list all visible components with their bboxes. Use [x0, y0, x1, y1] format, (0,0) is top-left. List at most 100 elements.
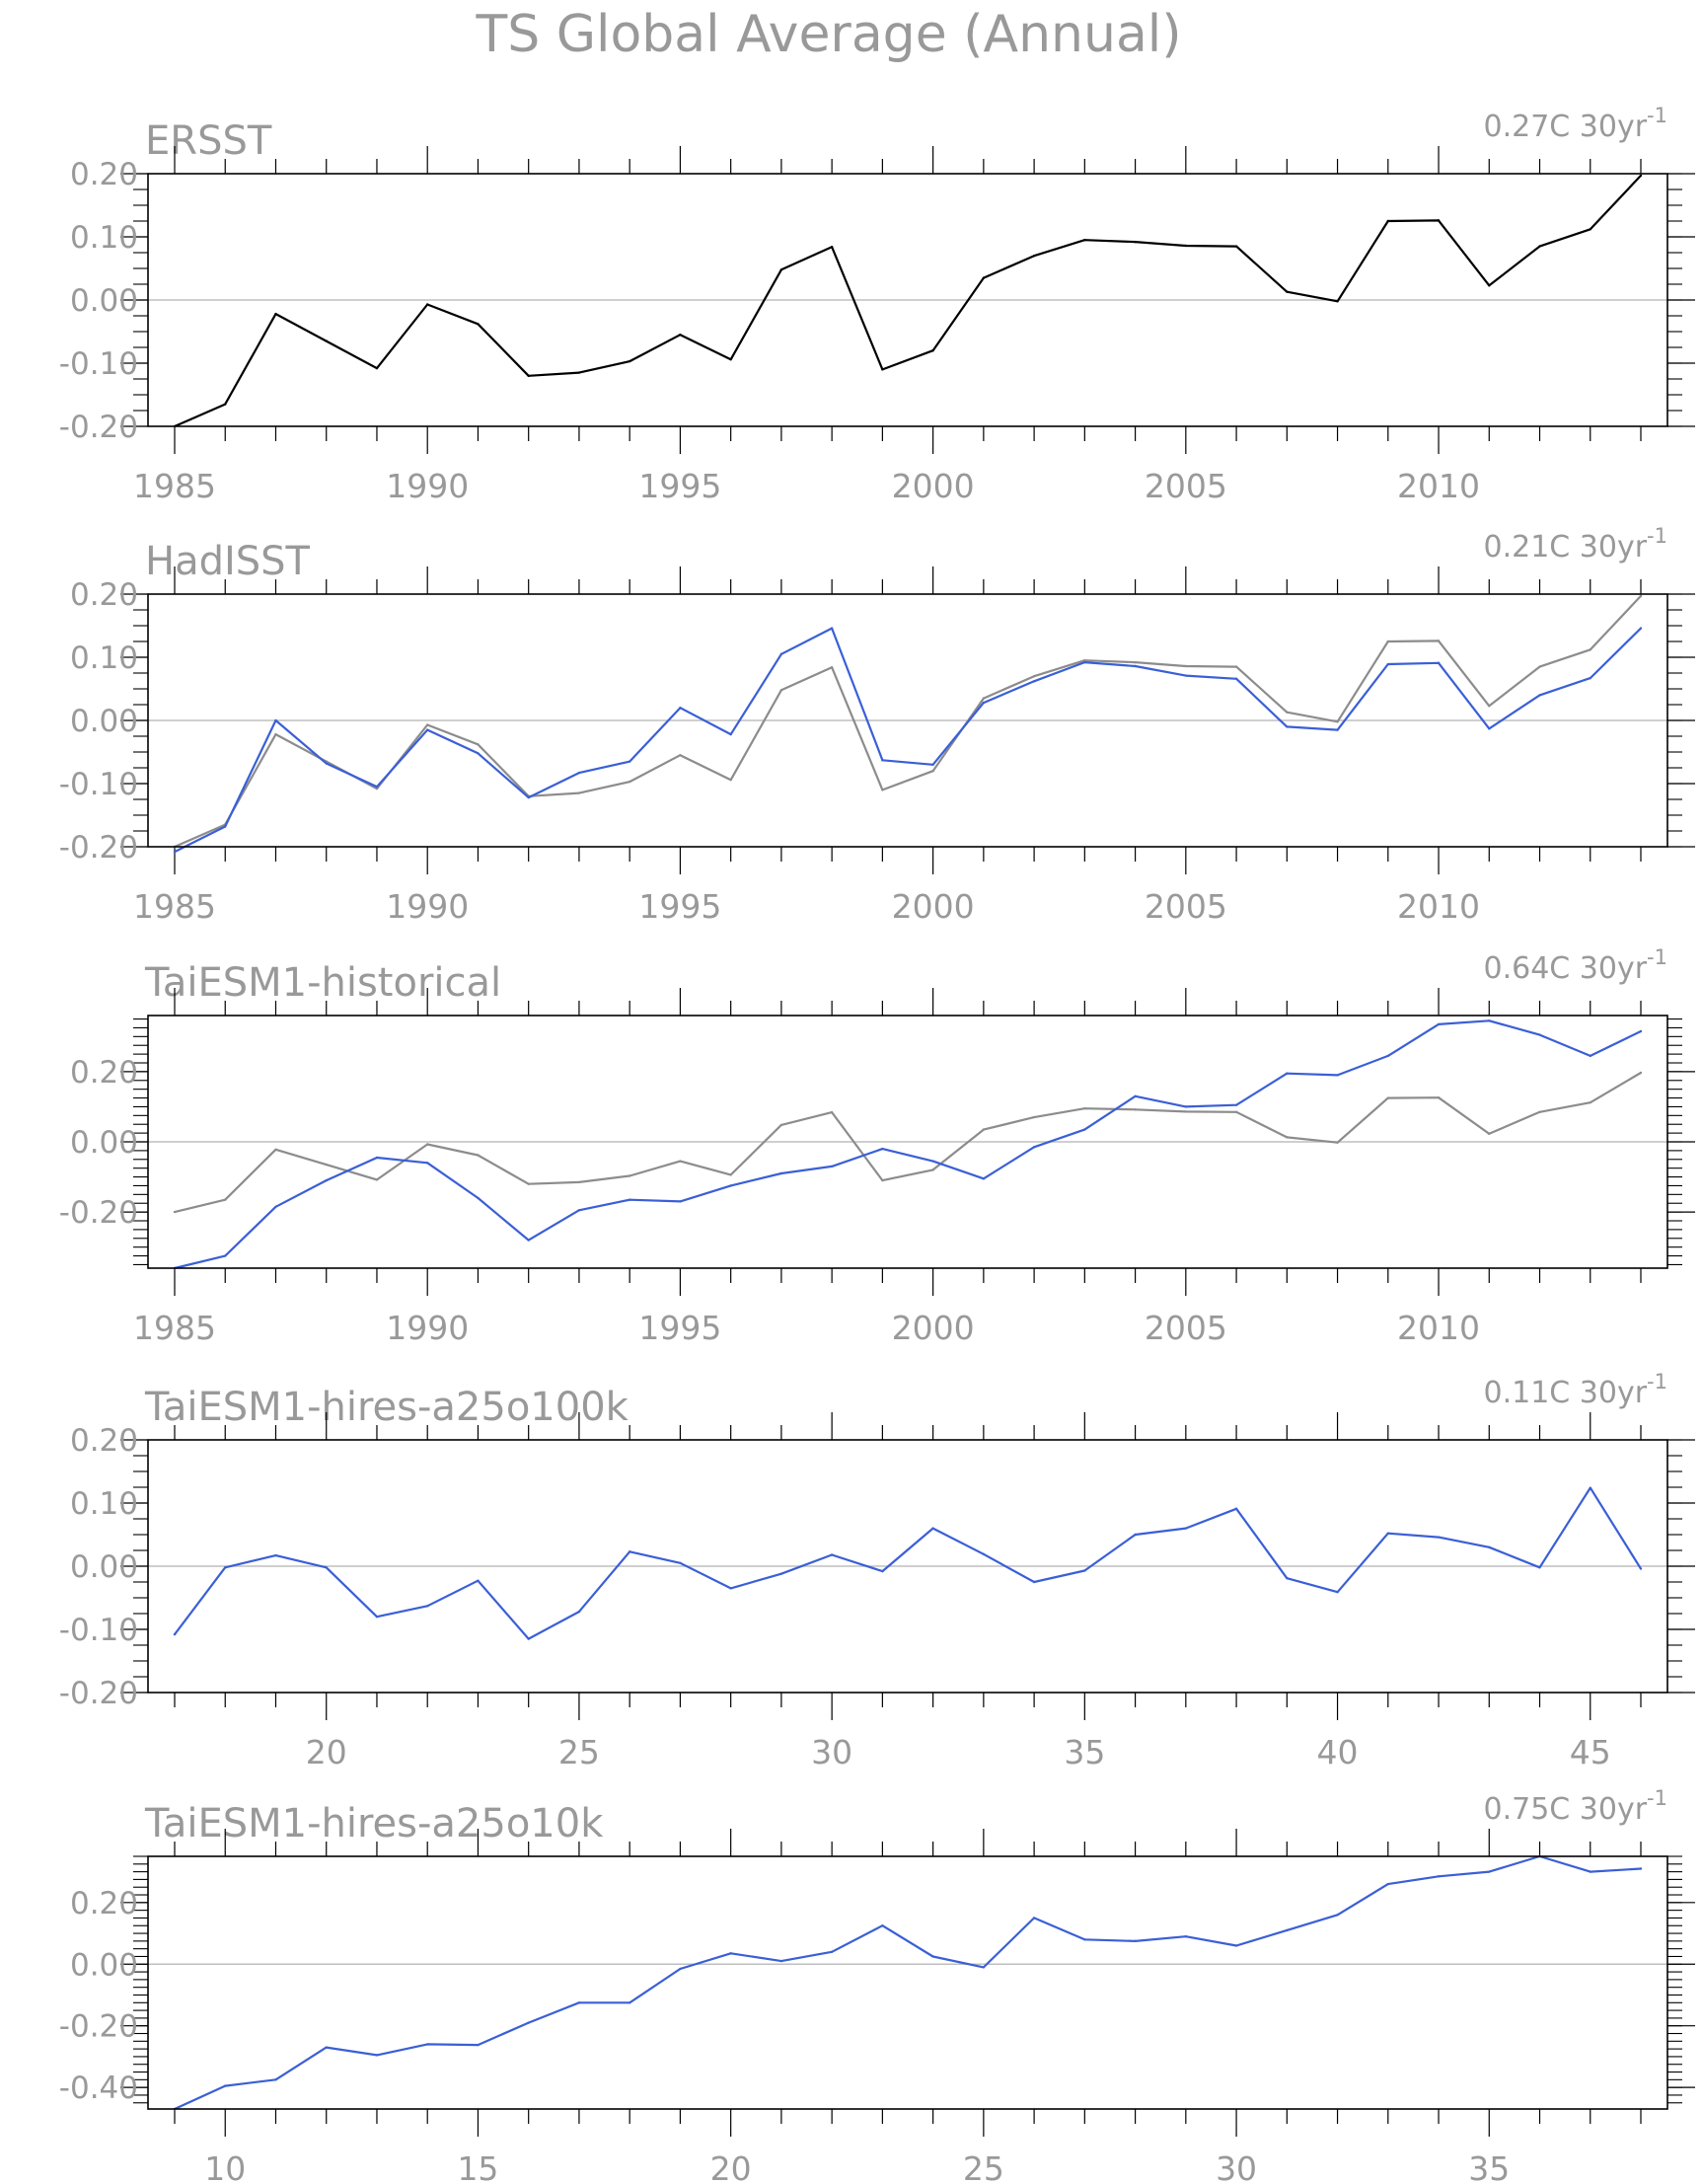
data-point	[779, 652, 783, 655]
data-point	[375, 787, 379, 791]
trend-value: 0.21C	[1484, 530, 1580, 565]
data-point	[881, 368, 884, 371]
data-point	[982, 1552, 986, 1556]
chart-panel: TaiESM1-historical 0.64C 30yr-1 1985 1990 19…	[59, 945, 1695, 1347]
data-point	[224, 1566, 227, 1569]
data-point	[982, 276, 986, 279]
figure-title: TS Global Average (Annual)	[475, 5, 1181, 64]
data-point	[224, 1198, 227, 1201]
x-tick-label: 1985	[133, 1309, 216, 1347]
data-point	[1083, 1128, 1086, 1131]
data-point	[1437, 1875, 1441, 1878]
x-tick-label: 2005	[1145, 887, 1227, 926]
y-tick-label: 0.00	[70, 1947, 138, 1983]
trend-annotation: 0.64C 30yr-1	[1484, 945, 1668, 986]
panel-title: HadISST	[145, 539, 311, 584]
data-point	[881, 789, 884, 791]
chart-panel: ERSST 0.27C 30yr-1 1985 1990 1995 2000 2005 201…	[59, 104, 1695, 505]
data-point	[1589, 648, 1591, 651]
data-point	[729, 1587, 732, 1590]
data-point	[375, 1156, 379, 1160]
x-tick-label: 2000	[892, 1309, 975, 1347]
y-tick-label: 0.00	[70, 704, 138, 739]
x-tick-label: 45	[1570, 1733, 1611, 1771]
data-point	[1336, 1141, 1339, 1144]
data-point	[527, 1182, 530, 1185]
data-point	[931, 770, 934, 773]
data-point	[527, 1637, 530, 1640]
data-point	[881, 759, 884, 762]
data-point	[1032, 675, 1036, 678]
data-point	[1336, 300, 1339, 303]
data-point	[1639, 1567, 1643, 1570]
data-point	[1488, 1545, 1491, 1549]
data-point	[375, 1178, 379, 1181]
data-point	[173, 850, 177, 854]
data-point	[982, 697, 986, 700]
data-point	[1639, 1029, 1643, 1033]
x-tick-label: 20	[710, 2149, 752, 2184]
trend-annotation: 0.27C 30yr-1	[1484, 104, 1668, 144]
y-tick-label: 0.20	[70, 1423, 138, 1459]
data-point	[931, 763, 934, 766]
data-point	[982, 701, 986, 705]
data-point	[1437, 1022, 1441, 1026]
y-tick-label: 0.00	[70, 1125, 138, 1161]
data-point	[1286, 1072, 1289, 1075]
data-point	[628, 359, 631, 363]
series-line	[174, 175, 1642, 428]
data-point	[325, 339, 328, 342]
trend-exponent: -1	[1647, 1786, 1667, 1810]
data-point	[1386, 640, 1389, 643]
data-point	[1589, 1100, 1591, 1104]
data-point	[779, 1959, 783, 1963]
data-point	[577, 1209, 581, 1212]
data-point	[477, 743, 480, 746]
y-tick-label: -0.40	[59, 2071, 138, 2106]
data-point	[830, 1553, 834, 1556]
y-tick-label: -0.20	[59, 1195, 138, 1231]
data-point	[679, 754, 682, 757]
data-point	[1234, 665, 1238, 668]
data-point	[729, 1952, 732, 1955]
trend-unit: 30yr	[1580, 530, 1648, 565]
trend-unit: 30yr	[1580, 110, 1648, 144]
data-point	[477, 752, 480, 755]
data-point	[1538, 1566, 1541, 1569]
data-point	[1437, 1536, 1441, 1539]
trend-value: 0.64C	[1484, 951, 1580, 986]
data-point	[881, 1569, 884, 1573]
data-point	[274, 718, 277, 722]
data-point	[477, 2043, 480, 2047]
data-point	[173, 1210, 177, 1214]
data-point	[173, 1632, 177, 1636]
data-point	[1589, 676, 1591, 680]
x-tick-label: 10	[204, 2149, 246, 2184]
data-point	[527, 2021, 530, 2024]
data-point	[1386, 1532, 1389, 1535]
data-point	[224, 403, 227, 406]
data-point	[1032, 1146, 1036, 1149]
data-point	[679, 1967, 682, 1971]
data-point	[325, 1178, 328, 1182]
data-point	[1134, 1094, 1137, 1097]
trend-unit: 30yr	[1580, 1792, 1648, 1827]
y-tick-label: 0.20	[70, 1055, 138, 1091]
trend-annotation: 0.11C 30yr-1	[1484, 1370, 1668, 1410]
data-point	[1336, 720, 1339, 723]
data-point	[830, 1950, 834, 1953]
data-point	[1386, 1882, 1389, 1886]
data-point	[779, 1171, 783, 1175]
data-point	[325, 2046, 328, 2049]
y-tick-label: -0.20	[59, 2009, 138, 2045]
data-point	[1286, 1928, 1289, 1932]
y-tick-label: -0.10	[59, 767, 138, 802]
data-point	[1134, 664, 1137, 668]
data-point	[577, 791, 581, 794]
data-point	[881, 1924, 884, 1927]
y-tick-label: 0.20	[70, 577, 138, 613]
data-point	[1134, 240, 1137, 244]
data-point	[1184, 1527, 1188, 1530]
y-tick-label: 0.20	[70, 157, 138, 192]
data-point	[1032, 1580, 1036, 1584]
